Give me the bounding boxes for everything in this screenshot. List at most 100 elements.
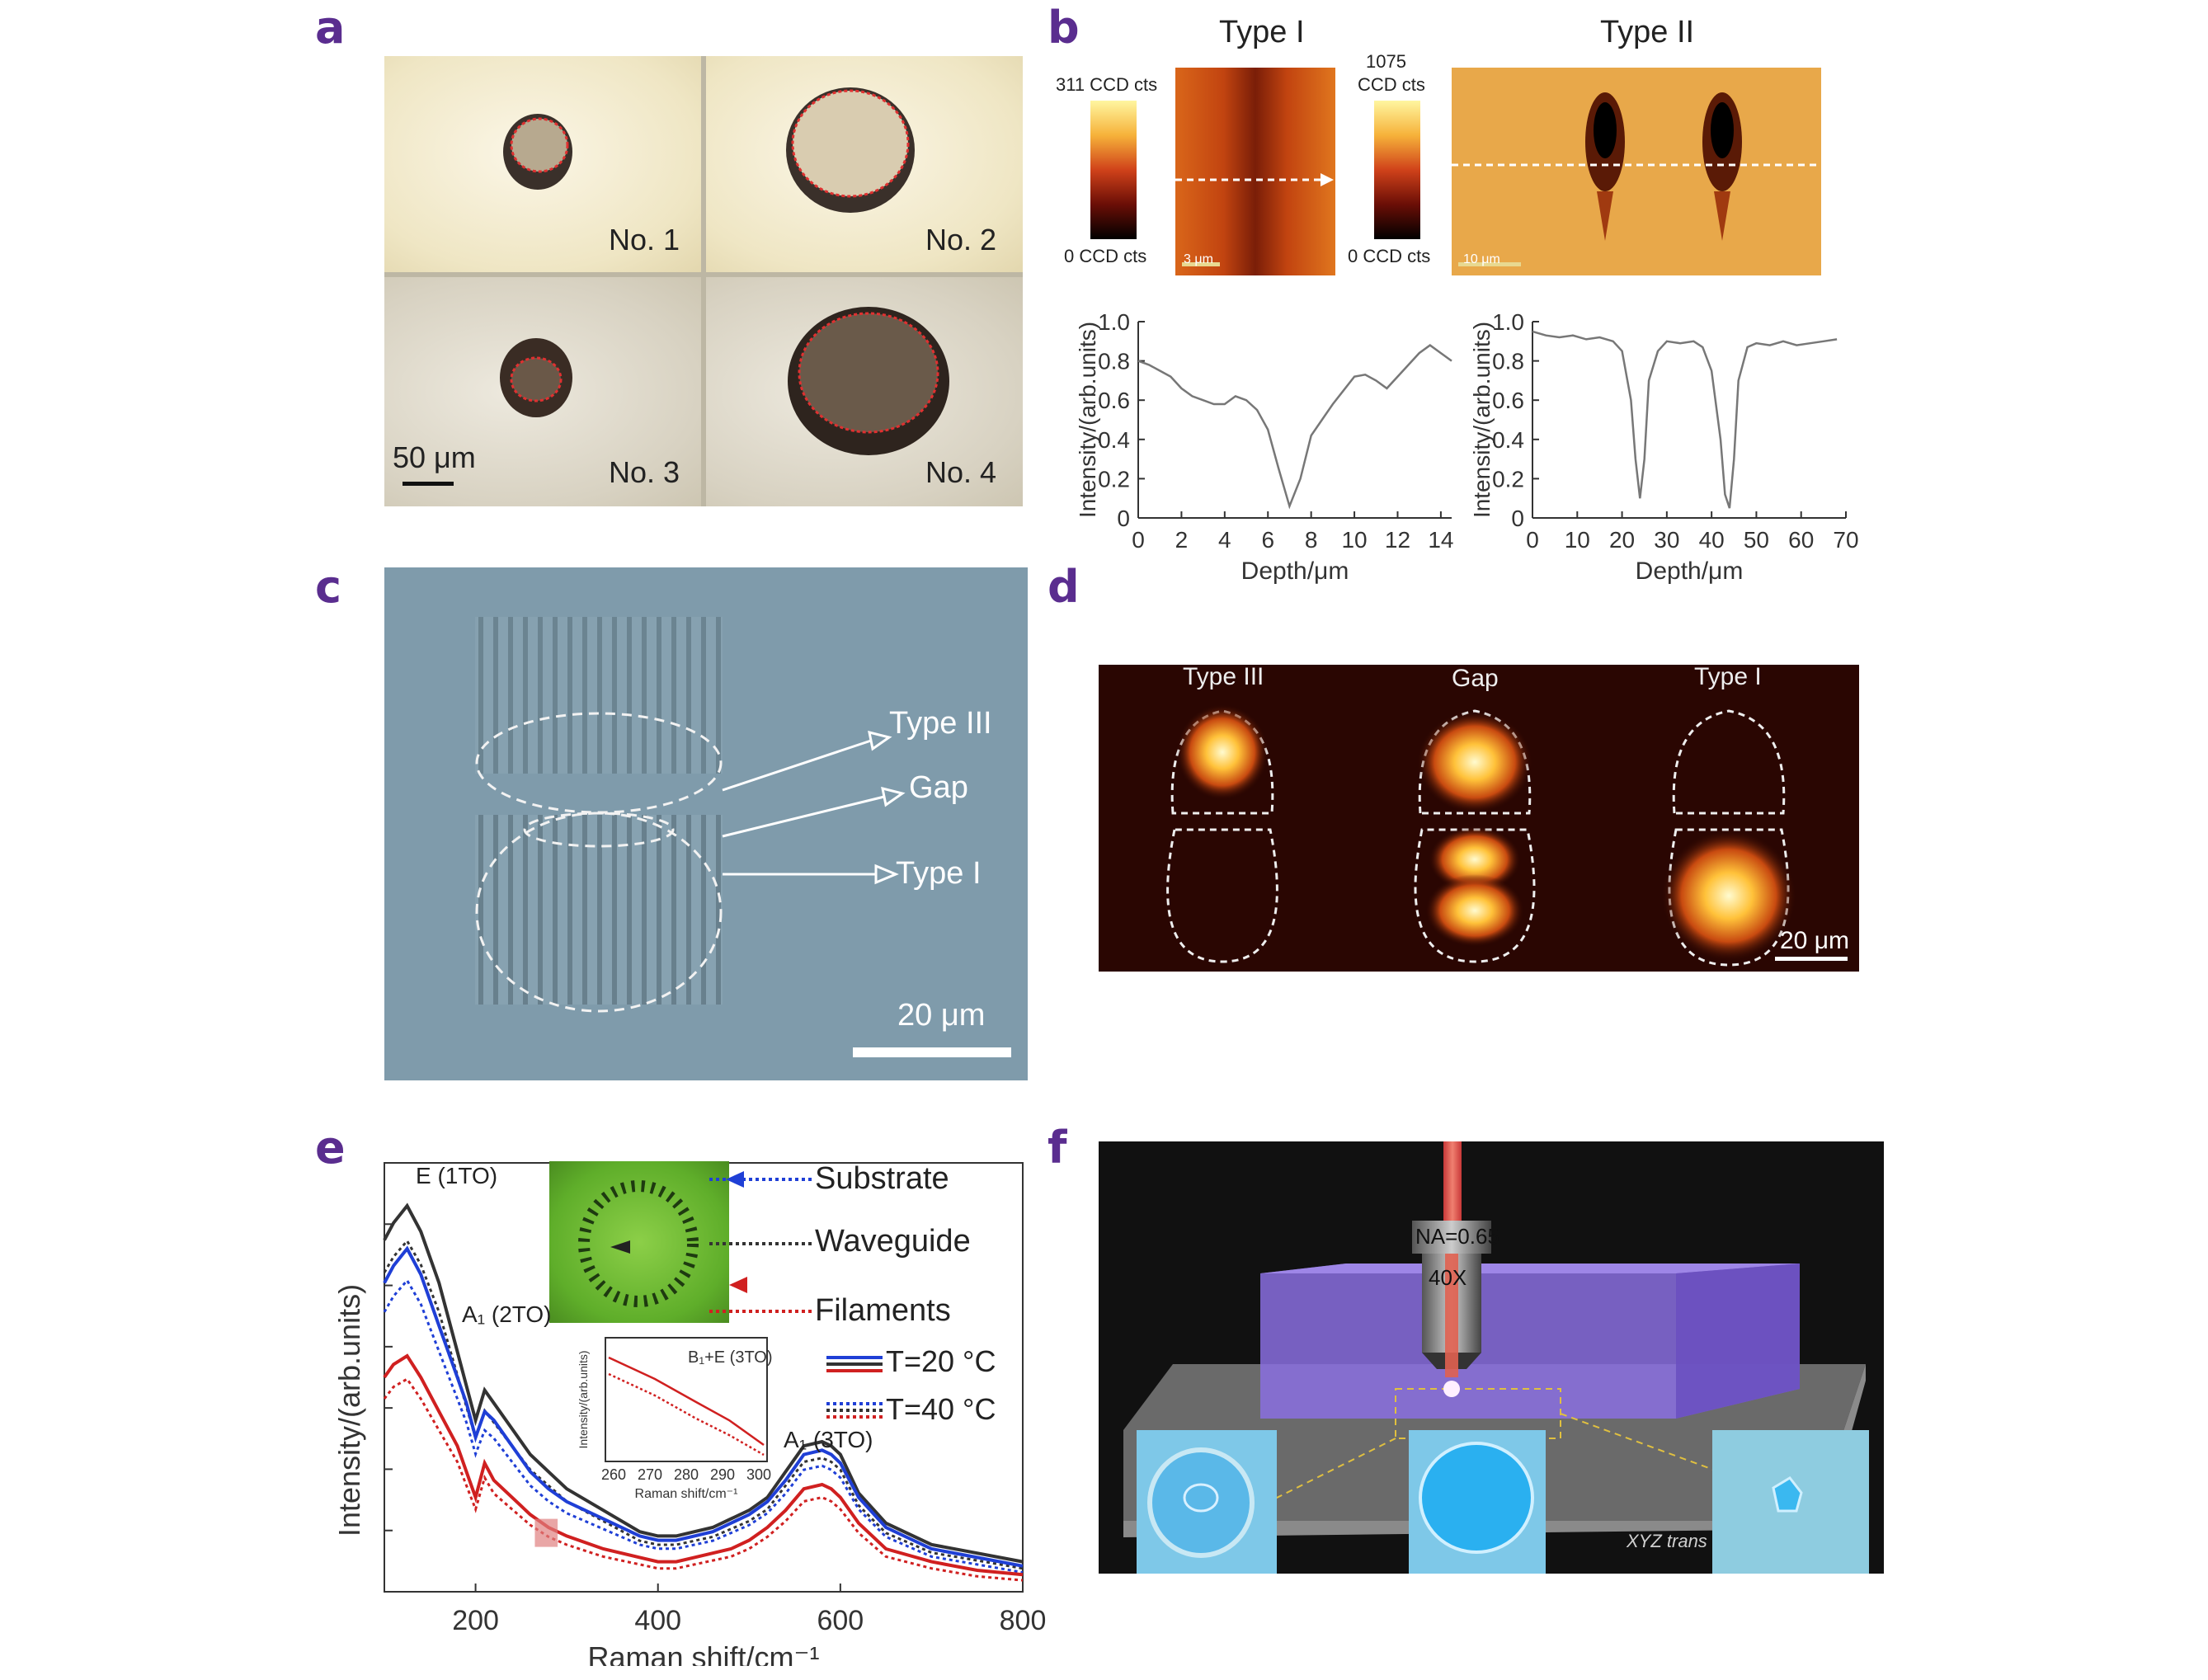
x-tick-label: 600 [817,1605,864,1636]
colorbar-1 [1090,101,1137,239]
depth-profile-type2: 0 0.2 0.4 0.6 0.8 1.0 0 10 20 30 40 50 60 70 Depth/μm I… [1469,313,1859,585]
type1-title: Type I [1219,15,1305,49]
inset-x-tick-label: 270 [638,1466,662,1483]
legend-filaments: Filaments [815,1293,951,1328]
inset-frame [605,1337,768,1462]
inset-x-tick-label: 280 [674,1466,699,1483]
x-tick-label: 800 [1000,1605,1047,1636]
y-tick-label: 1.0 [1098,313,1130,335]
peak-a1-3to: A₁ (3TO) [784,1427,873,1452]
y-tick-label: 0.6 [1098,388,1130,413]
x-axis-title: Raman shift/cm⁻¹ [587,1640,819,1666]
zoom-region [534,1518,558,1547]
legend-substrate: Substrate [815,1161,949,1196]
colorbar-2 [1374,101,1420,239]
raman-inset-zoom-chart: B₁+E (3TO) 260 270 280 290 300 Raman shift/cm⁻… [577,1337,773,1501]
inset-x-tick-label: 290 [710,1466,735,1483]
panel-d-mode-profiles: Type III Gap Type I 20 μm [1099,663,1859,972]
x-tick-label: 14 [1428,527,1453,553]
scalebar-label-d: 20 μm [1780,927,1849,954]
x-tick-label: 6 [1261,527,1274,553]
y-tick-label: 1.0 [1492,313,1524,335]
inset-x-axis-title: Raman shift/cm⁻¹ [635,1487,738,1501]
type2-title: Type II [1600,15,1695,49]
panel-letter-c: c [315,561,342,613]
y-tick-label: 0.2 [1098,466,1130,492]
x-tick-label: 70 [1833,527,1858,553]
x-tick-label: 0 [1526,527,1539,553]
mag-label: 40X [1429,1265,1467,1290]
cbar2-max-2: CCD cts [1358,74,1425,95]
panel-f-schematic: NA=0.65 40X XYZ trans [1099,1141,1884,1574]
y-axis-title: Intensity/(arb.units) [1075,322,1100,518]
y-axis-title: Intensity/(arb.units) [1469,322,1495,518]
panel-letter-e: e [315,1122,346,1174]
series-substrate-20c [383,1245,1024,1568]
panel-c-micrograph: Type III Gap Type I 20 μm [384,567,1028,1080]
panel-letter-b: b [1048,2,1080,54]
cbar1-max: 311 CCD cts [1056,74,1158,95]
hole-label-1: No. 1 [609,223,680,256]
x-tick-label: 30 [1654,527,1679,553]
series-filaments-20c [383,1353,1024,1577]
inset-peak-label: B₁+E (3TO) [688,1348,773,1367]
inset-line-20c [608,1356,765,1447]
x-tick-label: 4 [1218,527,1231,553]
scalebar-label-a: 50 μm [393,440,476,474]
y-tick-label: 0.2 [1492,466,1524,492]
y-tick-label: 0.6 [1492,388,1524,413]
mode-label-gap: Gap [1452,665,1499,692]
cbar1-min: 0 CCD cts [1064,246,1147,266]
na-label: NA=0.65 [1415,1224,1499,1249]
x-tick-label: 60 [1788,527,1814,553]
legend-temp-20: T=20 °C [886,1344,996,1378]
x-tick-label: 40 [1699,527,1725,553]
x-tick-label: 8 [1305,527,1318,553]
mode-label-type1: Type I [1694,663,1762,690]
panel-a-micrographs: No. 1 No. 2 No. 3 No. 4 50 μm [384,56,1023,506]
profile-line [1532,330,1838,509]
raman-spectra-chart: 200 400 600 800 Raman shift/cm⁻¹ Intensity/(a… [332,1162,1047,1666]
peak-e1to: E (1TO) [416,1163,498,1188]
hole-label-4: No. 4 [925,455,997,489]
hole-label-2: No. 2 [925,223,997,256]
x-tick-label: 12 [1385,527,1410,553]
x-tick-label: 0 [1132,527,1145,553]
y-axis-title: Intensity/(arb.units) [332,1284,366,1536]
cbar2-max-1: 1075 [1366,51,1406,72]
panel-letter-f: f [1048,1122,1067,1174]
y-tick-label: 0.4 [1492,427,1524,453]
x-tick-label: 2 [1175,527,1189,553]
legend-temp-40: T=40 °C [886,1392,996,1426]
scale2-label: 10 μm [1463,252,1500,266]
x-axis-title: Depth/μm [1636,558,1744,585]
mode-label-type3: Type III [1183,663,1264,690]
x-tick-label: 20 [1609,527,1635,553]
panel-a-holes [403,87,949,486]
depth-profile-type1: 0 0.2 0.4 0.6 0.8 1.0 0 2 4 6 8 10 12 14 Depth/μm Inten… [1075,313,1453,585]
label-type1: Type I [896,856,982,891]
x-tick-label: 10 [1565,527,1590,553]
raman-map-type1: 3 μm [1175,68,1335,275]
series-waveguide-20c [383,1202,1024,1564]
label-type3: Type III [889,706,992,741]
panel-letter-a: a [315,2,346,54]
cbar2-min: 0 CCD cts [1348,246,1431,266]
panel-letter-d: d [1048,561,1080,613]
y-tick-label: 0 [1117,506,1130,531]
raman-map-type2: 10 μm [1452,68,1821,275]
stage-label: XYZ trans [1627,1531,1707,1551]
y-tick-label: 0 [1511,506,1524,531]
scalebar-label-c: 20 μm [897,998,986,1033]
x-tick-label: 50 [1744,527,1769,553]
scale1-label: 3 μm [1184,252,1213,266]
profile-line [1137,344,1452,510]
label-gap: Gap [909,770,968,805]
filaments-arrow [729,1277,747,1293]
peak-a1-2to: A₁ (2TO) [462,1301,552,1327]
x-tick-label: 400 [634,1605,681,1636]
substrate-arrow [726,1171,744,1188]
y-tick-label: 0.4 [1098,427,1130,453]
raman-inset-photo [549,1161,729,1323]
x-axis-title: Depth/μm [1241,558,1349,585]
